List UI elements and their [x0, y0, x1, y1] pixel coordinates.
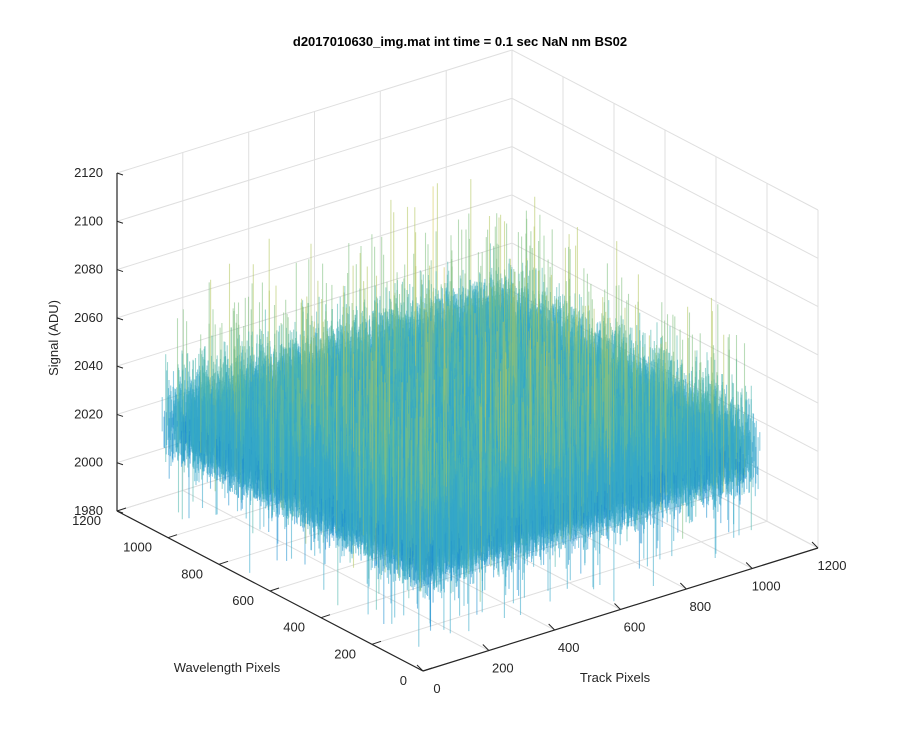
surface-plot	[161, 179, 761, 647]
chart-title: d2017010630_img.mat int time = 0.1 sec N…	[293, 34, 627, 49]
grid-line-z	[116, 49, 819, 211]
grid-line-z	[116, 97, 819, 259]
grid-line-z	[116, 194, 819, 356]
grid-line-z	[116, 146, 819, 308]
